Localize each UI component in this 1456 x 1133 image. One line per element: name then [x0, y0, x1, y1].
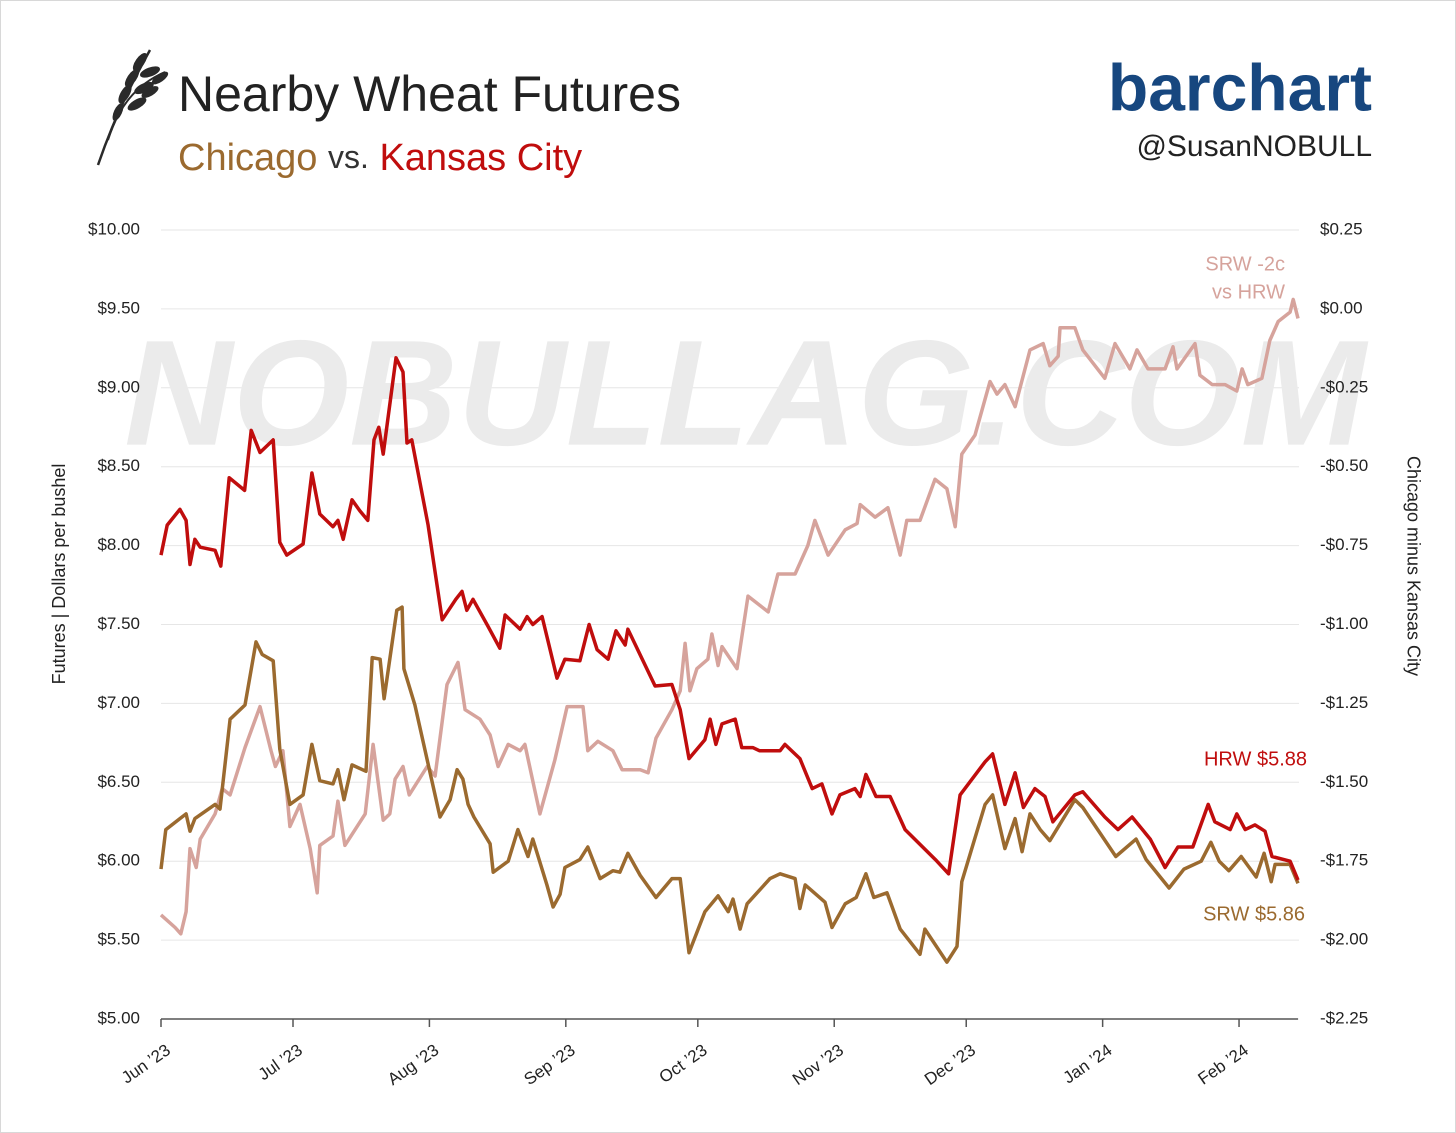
chart-title: Nearby Wheat Futures — [178, 66, 681, 122]
y-tick-label: $10.00 — [88, 219, 140, 238]
y2-tick-label: -$0.50 — [1320, 456, 1368, 475]
y-tick-label: $7.00 — [97, 693, 140, 712]
y-tick-label: $6.50 — [97, 772, 140, 791]
y-tick-label: $5.50 — [97, 930, 140, 949]
brand: barchart — [1108, 50, 1372, 124]
y-tick-label: $6.00 — [97, 851, 140, 870]
series-line — [159, 356, 1300, 881]
y-tick-label: $9.50 — [97, 298, 140, 317]
y-tick-label: $7.50 — [97, 614, 140, 633]
series-label: SRW $5.86 — [1203, 903, 1305, 925]
subtitle-part: vs. — [328, 139, 369, 175]
series-label: HRW $5.88 — [1204, 748, 1307, 770]
wheat-icon — [96, 49, 169, 166]
y2-tick-label: -$2.25 — [1320, 1008, 1368, 1027]
grid — [161, 229, 1299, 1020]
y2-axis-label: Chicago minus Kansas City — [1403, 456, 1423, 676]
y-tick-label: $8.00 — [97, 535, 140, 554]
subtitle-part: Chicago — [178, 137, 317, 179]
series-line — [159, 297, 1300, 936]
series-label: vs HRW — [1212, 281, 1285, 303]
y2-tick-label: -$1.00 — [1320, 614, 1368, 633]
chart-subtitle: Chicago vs. Kansas City — [178, 137, 582, 179]
subtitle-part: Kansas City — [379, 137, 582, 179]
y2-tick-label: -$1.50 — [1320, 772, 1368, 791]
handle: @SusanNOBULL — [1136, 130, 1372, 163]
y-axis-label: Futures | Dollars per bushel — [49, 464, 69, 685]
y2-tick-label: -$2.00 — [1320, 930, 1368, 949]
y-tick-label: $8.50 — [97, 456, 140, 475]
y2-tick-label: -$1.75 — [1320, 851, 1368, 870]
y2-tick-label: $0.25 — [1320, 219, 1363, 238]
y2-tick-label: $0.00 — [1320, 298, 1363, 317]
series-label: SRW -2c — [1205, 253, 1285, 275]
y2-tick-label: -$0.25 — [1320, 377, 1368, 396]
y-tick-label: $5.00 — [97, 1008, 140, 1027]
series-line — [159, 605, 1300, 964]
y-tick-label: $9.00 — [97, 377, 140, 396]
watermark: NOBULLAG.COM — [124, 309, 1369, 477]
y2-tick-label: -$0.75 — [1320, 535, 1368, 554]
y2-tick-label: -$1.25 — [1320, 693, 1368, 712]
